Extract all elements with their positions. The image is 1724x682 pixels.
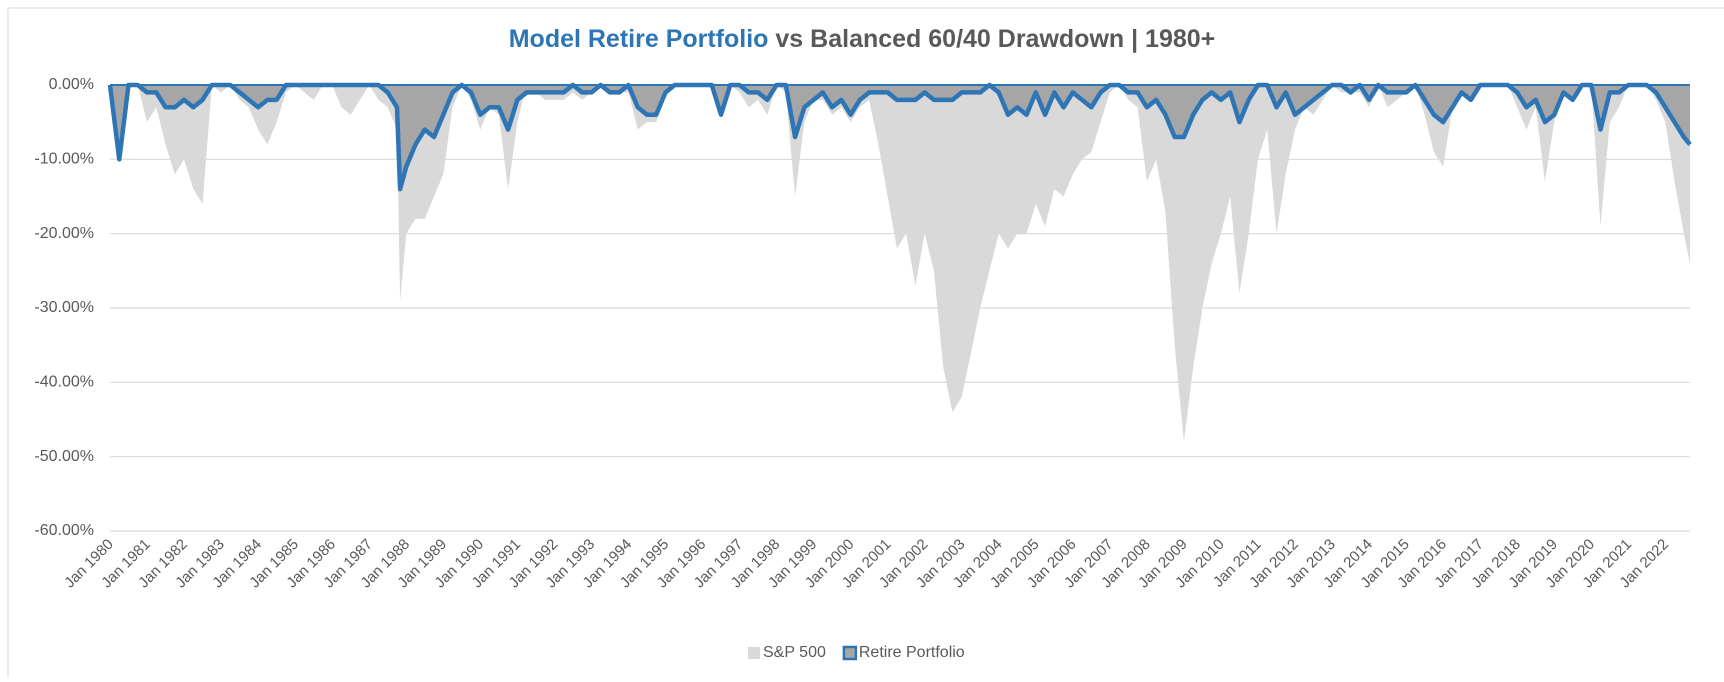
title-rest: vs Balanced 60/40 Drawdown | 1980+ [775, 25, 1215, 53]
legend: S&P 500 Retire Portfolio [748, 644, 965, 661]
title-highlight: Model Retire Portfolio [509, 25, 769, 53]
legend-swatch [748, 647, 760, 659]
legend-label: Retire Portfolio [859, 644, 965, 661]
area [110, 85, 1690, 442]
y-tick-label: 0.00% [49, 76, 94, 93]
y-tick-label: -30.00% [34, 299, 94, 316]
y-tick-label: -50.00% [34, 448, 94, 465]
legend-swatch [842, 645, 858, 661]
chart-title: Model Retire Portfolio vs Balanced 60/40… [509, 25, 1216, 53]
legend-label: S&P 500 [763, 644, 826, 661]
y-tick-label: -40.00% [34, 374, 94, 391]
y-tick-label: -20.00% [34, 225, 94, 242]
y-tick-label: -60.00% [34, 522, 94, 539]
y-tick-label: -10.00% [34, 151, 94, 168]
